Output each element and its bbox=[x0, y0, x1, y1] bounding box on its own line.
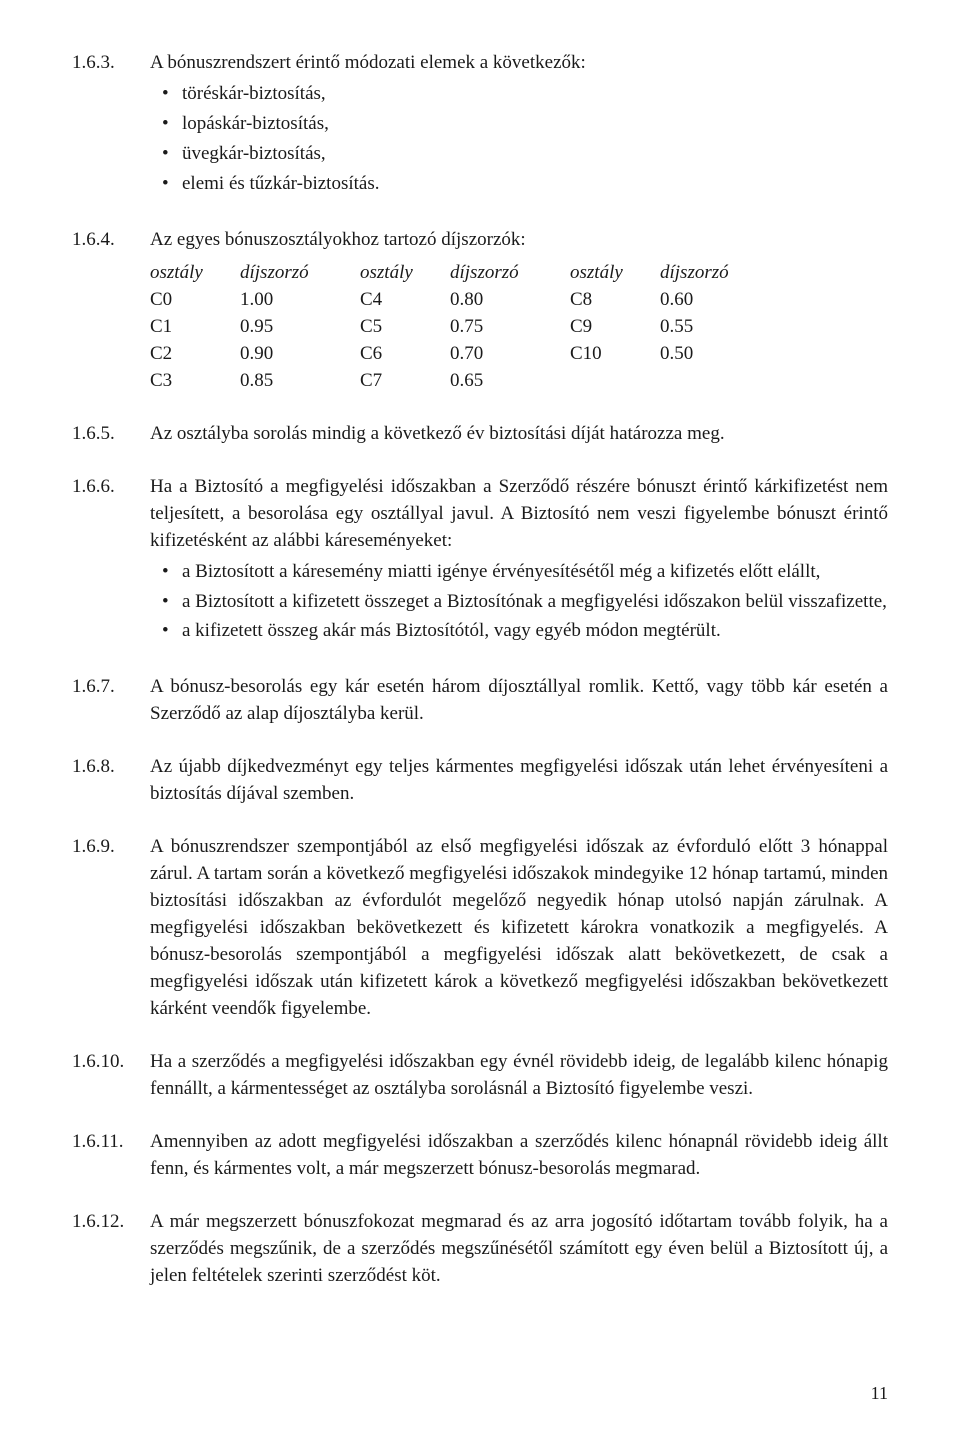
table-row: C0 1.00 C4 0.80 C8 0.60 bbox=[150, 287, 888, 314]
table-cell: C7 bbox=[360, 368, 450, 395]
table-cell: C10 bbox=[570, 341, 660, 368]
table-header: osztály bbox=[150, 260, 240, 287]
table-cell: 1.00 bbox=[240, 287, 360, 314]
table-cell: C5 bbox=[360, 314, 450, 341]
section-text: Az újabb díjkedvezményt egy teljes kárme… bbox=[150, 754, 888, 808]
table-cell: C3 bbox=[150, 368, 240, 395]
table-cell: C8 bbox=[570, 287, 660, 314]
table-cell: 0.75 bbox=[450, 314, 570, 341]
section-1-6-11: 1.6.11. Amennyiben az adott megfigyelési… bbox=[72, 1129, 888, 1183]
section-number: 1.6.5. bbox=[72, 421, 150, 448]
section-1-6-9: 1.6.9. A bónuszrendszer szempontjából az… bbox=[72, 834, 888, 1023]
table-cell: C0 bbox=[150, 287, 240, 314]
table-cell: C1 bbox=[150, 314, 240, 341]
section-number: 1.6.6. bbox=[72, 474, 150, 501]
section-text: Ha a szerződés a megfigyelési időszakban… bbox=[150, 1049, 888, 1103]
table-cell: 0.95 bbox=[240, 314, 360, 341]
list-item: lopáskár-biztosítás, bbox=[182, 111, 888, 138]
table-cell bbox=[570, 368, 660, 395]
table-header: osztály bbox=[570, 260, 660, 287]
section-number: 1.6.7. bbox=[72, 674, 150, 701]
section-body: Az egyes bónuszosztályokhoz tartozó díjs… bbox=[150, 227, 888, 395]
section-1-6-12: 1.6.12. A már megszerzett bónuszfokozat … bbox=[72, 1209, 888, 1290]
page-number: 11 bbox=[871, 1383, 888, 1404]
table-cell: C6 bbox=[360, 341, 450, 368]
section-1-6-5: 1.6.5. Az osztályba sorolás mindig a köv… bbox=[72, 421, 888, 448]
section-1-6-6: 1.6.6. Ha a Biztosító a megfigyelési idő… bbox=[72, 474, 888, 649]
table-header: díjszorzó bbox=[450, 260, 570, 287]
table-cell: 0.90 bbox=[240, 341, 360, 368]
list-item: üvegkár-biztosítás, bbox=[182, 141, 888, 168]
table-header: díjszorzó bbox=[660, 260, 780, 287]
table-cell: 0.85 bbox=[240, 368, 360, 395]
list-item: elemi és tűzkár-biztosítás. bbox=[182, 171, 888, 198]
list-item: a Biztosított a káresemény miatti igénye… bbox=[182, 559, 888, 586]
table-cell: C4 bbox=[360, 287, 450, 314]
section-number: 1.6.10. bbox=[72, 1049, 150, 1076]
table-header: osztály bbox=[360, 260, 450, 287]
section-text: A bónusz-besorolás egy kár esetén három … bbox=[150, 674, 888, 728]
table-cell: 0.80 bbox=[450, 287, 570, 314]
section-number: 1.6.4. bbox=[72, 227, 150, 254]
table-cell: 0.65 bbox=[450, 368, 570, 395]
section-text: Amennyiben az adott megfigyelési időszak… bbox=[150, 1129, 888, 1183]
section-1-6-4: 1.6.4. Az egyes bónuszosztályokhoz tarto… bbox=[72, 227, 888, 395]
section-number: 1.6.9. bbox=[72, 834, 150, 861]
document-page: 1.6.3. A bónuszrendszert érintő módozati… bbox=[0, 0, 960, 1432]
section-intro: Ha a Biztosító a megfigyelési időszakban… bbox=[150, 474, 888, 555]
table-cell: 0.60 bbox=[660, 287, 780, 314]
section-1-6-10: 1.6.10. Ha a szerződés a megfigyelési id… bbox=[72, 1049, 888, 1103]
table-header-row: osztály díjszorzó osztály díjszorzó oszt… bbox=[150, 260, 888, 287]
table-cell: 0.55 bbox=[660, 314, 780, 341]
section-1-6-7: 1.6.7. A bónusz-besorolás egy kár esetén… bbox=[72, 674, 888, 728]
table-cell: 0.50 bbox=[660, 341, 780, 368]
table-row: C2 0.90 C6 0.70 C10 0.50 bbox=[150, 341, 888, 368]
table-row: C1 0.95 C5 0.75 C9 0.55 bbox=[150, 314, 888, 341]
table-cell bbox=[660, 368, 780, 395]
bullet-list: töréskár-biztosítás, lopáskár-biztosítás… bbox=[150, 81, 888, 198]
table-cell: C2 bbox=[150, 341, 240, 368]
section-1-6-8: 1.6.8. Az újabb díjkedvezményt egy telje… bbox=[72, 754, 888, 808]
section-number: 1.6.8. bbox=[72, 754, 150, 781]
section-1-6-3: 1.6.3. A bónuszrendszert érintő módozati… bbox=[72, 50, 888, 201]
section-text: A már megszerzett bónuszfokozat megmarad… bbox=[150, 1209, 888, 1290]
section-text: A bónuszrendszer szempontjából az első m… bbox=[150, 834, 888, 1023]
section-number: 1.6.3. bbox=[72, 50, 150, 77]
list-item: a kifizetett összeg akár más Biztosítótó… bbox=[182, 618, 888, 645]
section-number: 1.6.12. bbox=[72, 1209, 150, 1236]
section-intro: A bónuszrendszert érintő módozati elemek… bbox=[150, 50, 888, 77]
list-item: a Biztosított a kifizetett összeget a Bi… bbox=[182, 589, 888, 616]
section-number: 1.6.11. bbox=[72, 1129, 150, 1156]
section-body: Ha a Biztosító a megfigyelési időszakban… bbox=[150, 474, 888, 649]
table-cell: 0.70 bbox=[450, 341, 570, 368]
table-cell: C9 bbox=[570, 314, 660, 341]
bullet-list: a Biztosított a káresemény miatti igénye… bbox=[150, 559, 888, 646]
section-body: A bónuszrendszert érintő módozati elemek… bbox=[150, 50, 888, 201]
bonus-table: osztály díjszorzó osztály díjszorzó oszt… bbox=[150, 260, 888, 395]
table-row: C3 0.85 C7 0.65 bbox=[150, 368, 888, 395]
table-header: díjszorzó bbox=[240, 260, 360, 287]
section-text: Az osztályba sorolás mindig a következő … bbox=[150, 421, 888, 448]
list-item: töréskár-biztosítás, bbox=[182, 81, 888, 108]
section-intro: Az egyes bónuszosztályokhoz tartozó díjs… bbox=[150, 227, 888, 254]
